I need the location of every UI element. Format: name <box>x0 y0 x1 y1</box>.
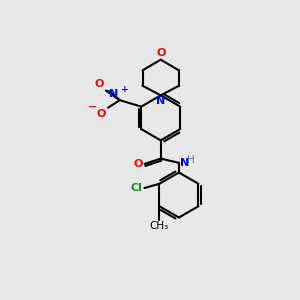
Text: Cl: Cl <box>131 183 143 193</box>
Text: O: O <box>156 47 165 58</box>
Text: N: N <box>156 96 165 106</box>
Text: H: H <box>187 154 195 165</box>
Text: O: O <box>133 159 142 169</box>
Text: N: N <box>180 158 189 168</box>
Text: −: − <box>88 102 97 112</box>
Text: O: O <box>95 79 104 89</box>
Text: +: + <box>121 85 129 94</box>
Text: N: N <box>110 89 119 99</box>
Text: O: O <box>97 109 106 119</box>
Text: CH₃: CH₃ <box>150 221 169 231</box>
